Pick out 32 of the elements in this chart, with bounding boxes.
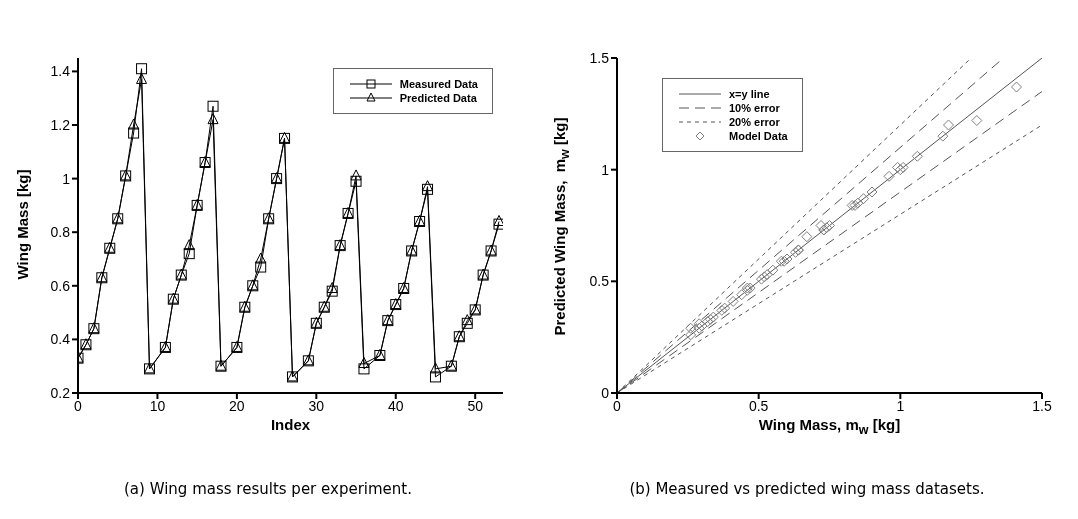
legend-label: Predicted Data	[399, 92, 477, 104]
legend-label: 10% error	[729, 102, 780, 114]
x-tick-label: 50	[467, 397, 484, 414]
text: (a) Wing mass results per experiment.	[123, 480, 413, 498]
x-tick-label: 0	[74, 397, 83, 414]
y-tick-label: 0	[601, 384, 610, 401]
y-tick-label: 1.5	[589, 49, 610, 66]
legend-label: x=y line	[729, 88, 770, 100]
x-tick-label: 1	[896, 397, 905, 414]
y-tick-label: 1.2	[50, 116, 71, 133]
x-tick-label: 1.5	[1032, 397, 1052, 414]
x-axis-title: Index	[269, 416, 312, 433]
text: (b) Measured vs predicted wing mass datasets.	[628, 480, 986, 498]
x-tick-label: 20	[229, 397, 245, 414]
x-axis-title: Wing Mass, m$_{w}$ [kg]	[757, 416, 902, 437]
legend-label: Measured Data	[399, 78, 478, 90]
y-tick-label: 1	[62, 170, 71, 187]
legend-label: 20% error	[729, 116, 780, 128]
x-tick-label: 0	[613, 397, 622, 414]
y-axis-title: Wing Mass [kg]	[13, 168, 31, 282]
x-tick-label: 10	[149, 397, 166, 414]
y-tick-label: 1	[601, 161, 610, 178]
y-tick-label: 0.2	[50, 384, 71, 401]
y-tick-label: 0.6	[50, 277, 71, 294]
x-tick-label: 30	[308, 397, 325, 414]
y-tick-label: 1.4	[50, 63, 71, 80]
legend-label: Model Data	[729, 130, 788, 142]
y-tick-label: 0.4	[50, 331, 71, 348]
x-tick-label: 40	[387, 397, 404, 414]
y-tick-label: 0.5	[589, 273, 610, 290]
x-tick-label: 0.5	[748, 397, 769, 414]
y-tick-label: 0.8	[50, 224, 71, 241]
